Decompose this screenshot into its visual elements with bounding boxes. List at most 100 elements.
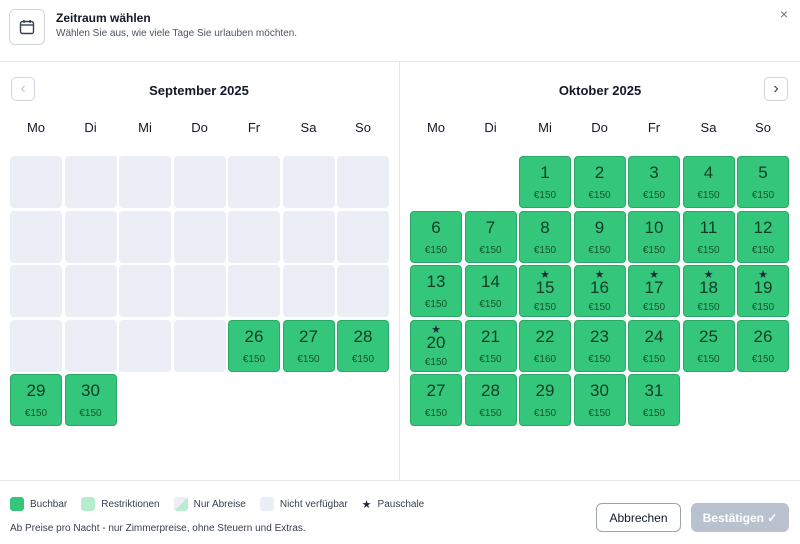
day-price: €150 [697, 244, 720, 256]
weekday-header: Mo [426, 120, 446, 135]
day-number: 30 [81, 381, 100, 400]
star-icon: ★ [431, 323, 441, 336]
star-icon: ★ [594, 269, 605, 281]
day-cell-available[interactable]: 31 €150 [628, 374, 680, 426]
legend: Buchbar Restriktionen Nur Abreise Nicht … [10, 497, 438, 511]
day-cell-available[interactable]: 29 €150 [519, 374, 571, 426]
day-cell-available[interactable]: 13 €150 [410, 265, 462, 317]
day-cell-available[interactable]: ★ 18 €150 [682, 265, 735, 317]
weekday-header: Sa [700, 120, 717, 135]
day-cell-available[interactable]: 27 €150 [282, 319, 335, 372]
day-cell-available[interactable]: ★ 15 €150 [519, 265, 571, 317]
day-cell-available[interactable]: 30 €150 [64, 374, 117, 426]
day-number: 23 [590, 326, 609, 346]
day-price: €150 [642, 408, 666, 419]
day-price: €150 [751, 353, 775, 365]
day-cell-available[interactable]: 21 €150 [464, 319, 517, 372]
day-cell-available[interactable]: 28 €150 [464, 374, 517, 426]
day-cell-available[interactable]: 14 €150 [464, 265, 517, 317]
day-price: €150 [588, 244, 611, 256]
day-cell-available[interactable]: 8 €150 [519, 210, 571, 263]
cancel-button[interactable]: Abbrechen [596, 503, 681, 532]
legend-label: Nur Abreise [193, 498, 246, 510]
day-cell-available[interactable]: 25 €150 [682, 319, 735, 372]
day-cell-available[interactable]: ★ 19 €150 [737, 265, 789, 317]
day-cell-available[interactable]: 28 €150 [337, 319, 389, 372]
day-price: €160 [533, 353, 557, 365]
legend-pauschale: ★ Pauschale [362, 498, 425, 511]
day-cell-available[interactable]: 26 €150 [228, 319, 280, 372]
day-cell-unavailable [282, 265, 335, 317]
day-number: 21 [481, 326, 500, 346]
day-number: 12 [753, 217, 773, 237]
weekday-header: Do [591, 120, 608, 135]
day-price: €150 [697, 353, 720, 365]
day-cell-unavailable [64, 156, 117, 208]
day-number: 6 [431, 217, 441, 237]
legend-label: Nicht verfügbar [279, 498, 348, 510]
day-number: 28 [353, 326, 373, 346]
day-price: €150 [79, 408, 102, 419]
day-cell-available[interactable]: 9 €150 [573, 210, 626, 263]
day-cell-available[interactable]: 11 €150 [682, 210, 735, 263]
day-cell-available[interactable]: 23 €150 [573, 319, 626, 372]
day-cell-available[interactable]: 26 €150 [737, 319, 789, 372]
day-number: 18 [699, 278, 718, 297]
star-icon: ★ [361, 498, 372, 511]
day-cell-available[interactable]: 1 €150 [519, 156, 571, 208]
day-price: €150 [642, 302, 666, 313]
day-cell-available[interactable]: 6 €150 [410, 210, 462, 263]
close-icon[interactable]: × [779, 6, 789, 22]
day-number: 19 [753, 278, 773, 297]
day-price: €150 [533, 408, 557, 419]
next-month-button[interactable]: › [764, 77, 788, 101]
day-cell-available[interactable]: 12 €150 [737, 210, 789, 263]
weekday-header: Sa [300, 120, 317, 135]
day-cell-available[interactable]: 5 €150 [737, 156, 789, 208]
day-number: 27 [299, 326, 318, 346]
day-cell-unavailable [10, 319, 62, 372]
weekday-header: So [355, 120, 371, 135]
day-cell-available[interactable]: 22 €160 [519, 319, 571, 372]
day-cell-available[interactable]: 29 €150 [10, 374, 62, 426]
day-cell-available[interactable]: 10 €150 [628, 210, 680, 263]
day-cell-available[interactable]: ★ 16 €150 [573, 265, 626, 317]
swatch-restriktionen [81, 497, 96, 511]
day-cell-unavailable [282, 156, 335, 208]
legend-nicht-verfuegbar: Nicht verfügbar [259, 497, 348, 511]
day-number: 24 [644, 326, 664, 346]
day-cell-available[interactable]: 7 €150 [464, 210, 517, 263]
day-cell-unavailable [119, 319, 171, 372]
day-number: 30 [590, 381, 609, 400]
confirm-button[interactable]: Bestätigen ✓ [691, 503, 789, 532]
day-price: €150 [751, 302, 775, 313]
day-number: 29 [26, 381, 46, 400]
prev-month-button[interactable]: ‹ [11, 77, 35, 101]
day-cell-unavailable [119, 210, 171, 263]
day-price: €150 [424, 408, 448, 419]
day-cell-available[interactable]: ★ 17 €150 [628, 265, 680, 317]
day-cell-available[interactable]: 27 €150 [410, 374, 462, 426]
day-cell-unavailable [228, 210, 280, 263]
day-price: €150 [697, 190, 720, 201]
calendar-icon [9, 9, 45, 45]
day-cell-available[interactable]: 30 €150 [573, 374, 626, 426]
weekday-header: Mo [26, 120, 46, 135]
day-cell-available[interactable]: 2 €150 [573, 156, 626, 208]
day-cell-unavailable [119, 265, 171, 317]
day-number: 4 [703, 163, 714, 182]
day-number: 31 [644, 381, 664, 400]
day-price: €150 [588, 190, 611, 201]
legend-nur-abreise: Nur Abreise [173, 497, 246, 511]
day-number: 9 [594, 217, 605, 237]
day-cell-unavailable [119, 156, 171, 208]
weekday-header: Di [484, 120, 497, 135]
day-cell-unavailable [173, 156, 226, 208]
day-cell-available[interactable]: 3 €150 [628, 156, 680, 208]
dialog-header: Zeitraum wählen Wählen Sie aus, wie viel… [0, 0, 800, 62]
day-cell-available[interactable]: ★ 20 €150 [410, 319, 462, 372]
day-cell-available[interactable]: 4 €150 [682, 156, 735, 208]
day-price: €150 [533, 302, 557, 313]
day-price: €150 [24, 408, 48, 419]
day-cell-available[interactable]: 24 €150 [628, 319, 680, 372]
